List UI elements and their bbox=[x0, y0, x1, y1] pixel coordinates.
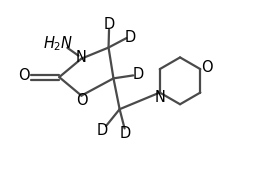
Text: $H_2N$: $H_2N$ bbox=[43, 34, 73, 53]
Text: D: D bbox=[96, 123, 107, 138]
Text: N: N bbox=[154, 90, 165, 105]
Text: D: D bbox=[103, 17, 115, 32]
Text: D: D bbox=[125, 30, 136, 45]
Text: O: O bbox=[76, 93, 88, 108]
Text: O: O bbox=[18, 68, 30, 83]
Text: N: N bbox=[76, 50, 87, 65]
Text: D: D bbox=[133, 67, 144, 82]
Text: O: O bbox=[202, 60, 213, 75]
Text: D: D bbox=[119, 126, 131, 141]
